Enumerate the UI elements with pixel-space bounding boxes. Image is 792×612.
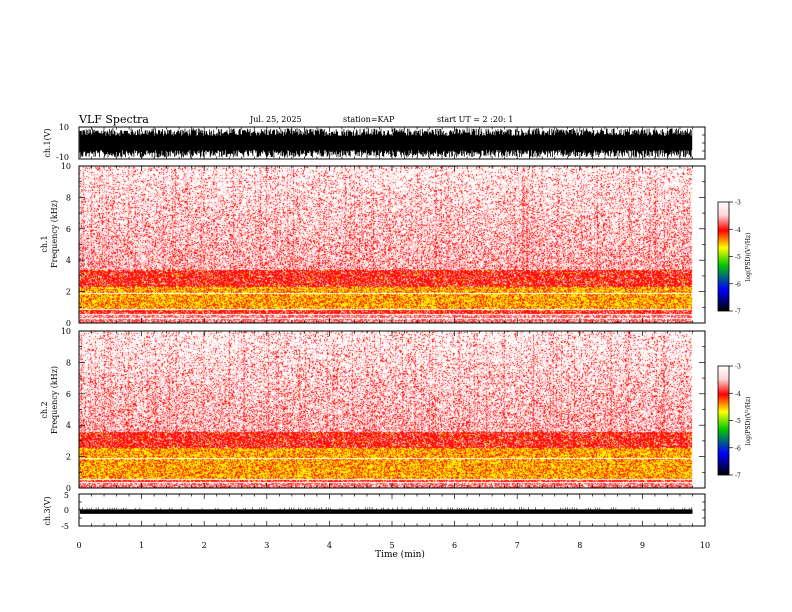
waveform-ch3-band xyxy=(80,509,693,514)
x-tick-label-5: 5 xyxy=(389,541,394,550)
waveform-ch3-tick-bottom: -5 xyxy=(61,522,69,531)
spectrogram-ch2-tick-labels: 10 8 6 4 2 0 xyxy=(61,327,71,493)
spectrogram-ch2-ylabel: Frequency (kHz) xyxy=(50,366,59,434)
header-station: station=KAP xyxy=(343,115,395,124)
colorbar-tick-label--4: -4 xyxy=(735,391,741,398)
y-tick-label-0: 0 xyxy=(66,319,71,328)
waveform-ch1-tick-bottom: -10 xyxy=(56,153,69,162)
waveform-ch3-spikes xyxy=(79,507,693,510)
spectrogram-ch2-panel: 10 8 6 4 2 0 ch.2 Frequency (kHz) xyxy=(40,327,706,493)
y-tick-label-2: 2 xyxy=(66,288,71,297)
y-tick-label-0: 0 xyxy=(66,484,71,493)
colorbar-ch2-label: log(PSD)(V²/Hz) xyxy=(745,397,752,446)
waveform-ch1-trace xyxy=(79,128,693,158)
waveform-ch3-trace xyxy=(79,507,693,514)
x-tick-label-1: 1 xyxy=(139,541,144,550)
colorbar-ch2-ticks: -3 -4 -5 -6 -7 xyxy=(729,364,741,480)
waveform-ch1-panel: 10 -10 ch.1(V) xyxy=(43,123,706,162)
spectrogram-ch1-ticks xyxy=(78,165,706,324)
colorbar-tick-label--6: -6 xyxy=(735,445,741,452)
waveform-ch3-tick-mid: 0 xyxy=(64,506,69,515)
waveform-ch1-tick-top: 10 xyxy=(59,123,69,132)
y-tick-label-6: 6 xyxy=(66,225,71,234)
figure-title: VLF Spectra xyxy=(78,113,149,126)
y-tick-label-8: 8 xyxy=(66,358,71,367)
spectrogram-ch2-ticks xyxy=(78,330,706,489)
y-tick-label-4: 4 xyxy=(66,421,71,430)
waveform-ch3-ylabel: ch.3(V) xyxy=(43,496,52,525)
x-tick-label-9: 9 xyxy=(640,541,645,550)
x-tick-label-6: 6 xyxy=(452,541,457,550)
colorbar-tick-label--4: -4 xyxy=(735,227,741,234)
colorbar-tick-label--3: -3 xyxy=(735,200,741,207)
waveform-ch3-ticks xyxy=(78,493,706,527)
waveform-ch3-panel: 5 0 -5 ch.3(V) xyxy=(43,491,706,531)
header-start-ut: start UT = 2 :20: 1 xyxy=(437,115,513,124)
spectrogram-ch1-channel-label: ch.1 xyxy=(40,235,49,252)
spectrogram-ch1-tick-labels: 10 8 6 4 2 0 xyxy=(61,162,71,328)
y-tick-label-10: 10 xyxy=(61,327,71,336)
x-tick-label-8: 8 xyxy=(577,541,582,550)
colorbar-ch1-gradient xyxy=(717,201,730,312)
x-tick-label-3: 3 xyxy=(264,541,269,550)
colorbar-tick-label--6: -6 xyxy=(735,281,741,288)
x-axis-label: Time (min) xyxy=(375,549,425,560)
y-tick-label-6: 6 xyxy=(66,390,71,399)
colorbar-ch1: -3 -4 -5 -6 -7 log(PSD)(V²/Hz) xyxy=(717,200,752,316)
colorbar-ch2-gradient xyxy=(717,365,730,476)
x-axis-tick-labels: 0 1 2 3 4 5 6 7 8 9 10 xyxy=(76,541,710,550)
y-tick-label-8: 8 xyxy=(66,193,71,202)
colorbar-tick-label--5: -5 xyxy=(735,254,741,261)
spectrogram-ch1-image xyxy=(79,166,695,323)
y-tick-label-10: 10 xyxy=(61,162,71,171)
colorbar-ch2: -3 -4 -5 -6 -7 log(PSD)(V²/Hz) xyxy=(717,364,752,480)
x-tick-label-4: 4 xyxy=(327,541,332,550)
spectrogram-ch2-channel-label: ch.2 xyxy=(40,401,49,418)
x-tick-label-2: 2 xyxy=(202,541,207,550)
spectrogram-ch1-panel: 10 8 6 4 2 0 ch.1 Frequency (kHz) xyxy=(40,162,706,328)
colorbar-ch1-ticks: -3 -4 -5 -6 -7 xyxy=(729,200,741,316)
waveform-ch1-ticks xyxy=(78,126,706,160)
spectrogram-ch2-image xyxy=(79,331,695,488)
y-tick-label-2: 2 xyxy=(66,453,71,462)
colorbar-tick-label--5: -5 xyxy=(735,418,741,425)
waveform-ch1-ylabel: ch.1(V) xyxy=(43,128,52,157)
waveform-ch1-line xyxy=(79,128,693,158)
spectrogram-ch1-ylabel: Frequency (kHz) xyxy=(50,200,59,268)
colorbar-tick-label--7: -7 xyxy=(735,309,741,316)
waveform-ch3-tick-top: 5 xyxy=(64,491,69,500)
y-tick-label-4: 4 xyxy=(66,256,71,265)
x-tick-label-0: 0 xyxy=(76,541,81,550)
colorbar-tick-label--7: -7 xyxy=(735,473,741,480)
x-tick-label-7: 7 xyxy=(515,541,520,550)
colorbar-tick-label--3: -3 xyxy=(735,364,741,371)
x-tick-label-10: 10 xyxy=(700,541,710,550)
colorbar-ch1-label: log(PSD)(V²/Hz) xyxy=(745,233,752,282)
header-date: Jul. 25, 2025 xyxy=(249,115,302,124)
